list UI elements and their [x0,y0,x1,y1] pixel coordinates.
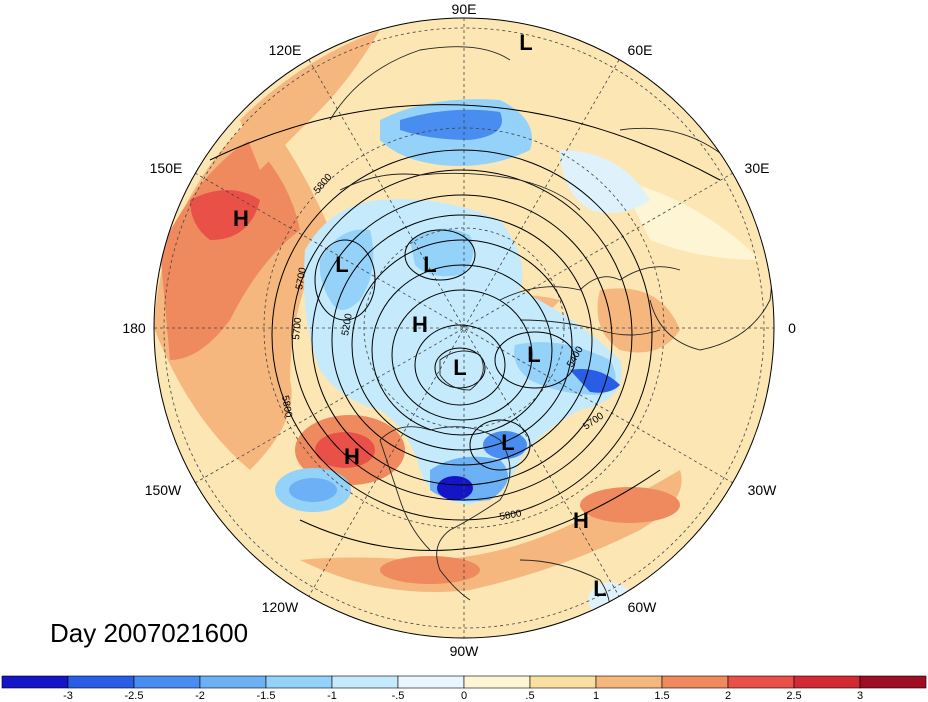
colorbar: -3 -2.5 -2 -1.5 -1 -.5 0 .5 1 1.5 2 2.5 3 [1,675,927,702]
low-center-label: L [501,430,514,455]
lon-label-90e: 90E [452,1,477,17]
contour-label: 5200 [340,312,355,336]
lon-label-120e: 120E [269,42,302,58]
pressure-centers: L H L L H L L H L H L [233,30,607,601]
lon-label-150e: 150E [150,160,183,176]
lon-label-0: 0 [788,320,796,336]
colorbar-tick-label: 3 [857,690,863,702]
high-center-label: H [233,206,249,231]
colorbar-swatch [661,675,729,689]
colorbar-tick-label: -1 [327,690,337,702]
lon-label-180: 180 [122,320,146,336]
colorbar-tick-label: 1 [593,690,599,702]
lon-label-150w: 150W [145,482,182,498]
colorbar-swatch [463,675,531,689]
map-title: Day 2007021600 [50,618,249,648]
colorbar-tick-label: -2.5 [125,690,144,702]
contour-label: 5700 [294,266,309,290]
lon-label-60w: 60W [628,599,658,615]
colorbar-tick-label: -3 [63,690,73,702]
lon-label-30e: 30E [745,160,770,176]
colorbar-swatch [529,675,597,689]
colorbar-tick-label: -.5 [392,690,405,702]
height-contours [209,104,721,551]
low-center-label: L [423,252,436,277]
colorbar-tick-label: .5 [525,690,534,702]
lon-label-90w: 90W [450,643,480,659]
colorbar-tick-label: 1.5 [654,690,669,702]
contour-label: 5800 [279,395,294,419]
colorbar-swatch [727,675,795,689]
colorbar-tick-label: -2 [195,690,205,702]
colorbar-tick-label: 2 [725,690,731,702]
colorbar-swatch [331,675,399,689]
anomaly-field [154,18,774,638]
colorbar-swatch [133,675,201,689]
lon-label-60e: 60E [628,42,653,58]
colorbar-swatch [265,675,333,689]
colorbar-swatch [1,675,69,689]
colorbar-swatch [67,675,135,689]
low-center-label: L [335,252,348,277]
high-center-label: H [573,508,589,533]
colorbar-swatch [859,675,927,689]
low-center-label: L [519,30,532,55]
low-center-label: L [593,576,606,601]
colorbar-swatch [595,675,663,689]
low-center-label: L [453,355,466,380]
low-center-label: L [527,342,540,367]
lon-label-30w: 30W [748,482,778,498]
colorbar-swatch [793,675,861,689]
longitude-labels: 90E 60E 30E 0 30W 60W 90W 120W 150W 180 … [122,1,796,659]
colorbar-tick-label: 2.5 [786,690,801,702]
contour-label: 5800 [499,508,523,523]
colorbar-swatch [199,675,267,689]
map-boundary [153,17,775,639]
colorbar-tick-label: 0 [461,690,467,702]
graticule [154,18,774,638]
lon-label-120w: 120W [262,599,299,615]
colorbar-tick-label: -1.5 [257,690,276,702]
high-center-label: H [412,312,428,337]
high-center-label: H [344,444,360,469]
contour-label: 5700 [291,317,304,341]
colorbar-swatch [397,675,465,689]
